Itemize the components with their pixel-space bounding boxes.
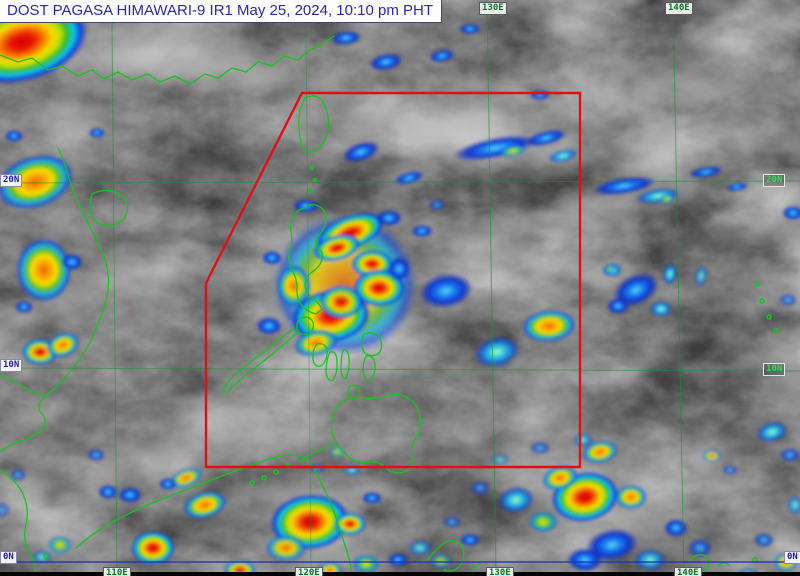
label-bottom-120e: 120E [295,567,323,576]
label-top-140e: 140E [665,2,693,15]
label-top-130e: 130E [479,2,507,15]
title-bar: DOST PAGASA HIMAWARI-9 IR1 May 25, 2024,… [0,0,442,23]
coastline-bohol [347,384,361,399]
coastline-cebu [340,349,350,379]
coastline-luzon [288,204,328,315]
coastline-leyte [362,355,376,381]
coastline-china [0,35,335,85]
label-left-10n: 10N [0,359,23,372]
coastline-vietnam [0,147,110,453]
coastline-panay [312,342,328,367]
label-right-20n: 20N [763,174,786,187]
coastline-samar [360,332,383,357]
coastline-palawan [221,328,298,394]
bottom-bar [0,572,800,576]
label-bottom-130e: 130E [486,567,514,576]
label-right-0n: 0N [784,551,800,564]
label-left-20n: 20N [0,174,23,187]
coastline-borneo [75,454,353,576]
label-right-10n: 10N [763,363,786,376]
label-bottom-110e: 110E [103,567,131,576]
coastline-taiwan [298,95,330,153]
coastline-negros [325,351,338,381]
par-boundary [204,91,582,469]
small-islands [43,165,779,563]
label-left-0n: 0N [0,551,17,564]
coastline-gulf-thailand [0,469,36,576]
title-text: DOST PAGASA HIMAWARI-9 IR1 May 25, 2024,… [7,2,433,19]
label-bottom-140e: 140E [674,567,702,576]
coastline-mindoro [296,316,315,336]
